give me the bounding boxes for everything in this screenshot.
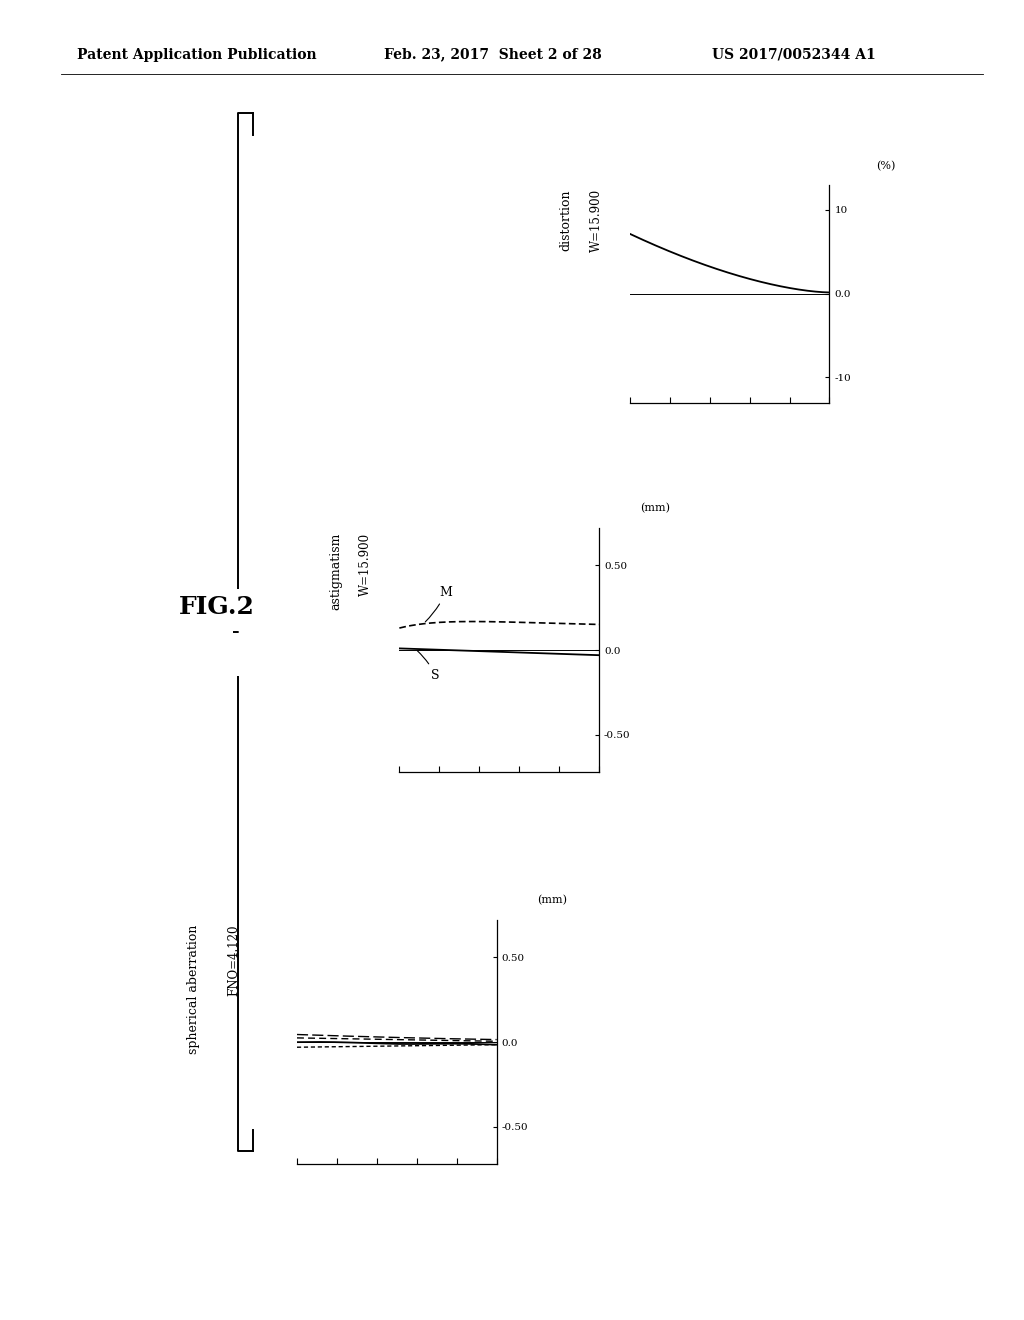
Text: M: M [425, 586, 453, 622]
Text: Patent Application Publication: Patent Application Publication [77, 48, 316, 62]
Text: (mm): (mm) [538, 895, 567, 906]
Text: spherical aberration: spherical aberration [187, 925, 200, 1055]
Text: US 2017/0052344 A1: US 2017/0052344 A1 [712, 48, 876, 62]
Text: (mm): (mm) [640, 503, 670, 513]
Text: FNO=4.120: FNO=4.120 [227, 925, 240, 997]
Text: W=15.900: W=15.900 [359, 533, 373, 597]
Text: FIG.2: FIG.2 [179, 595, 255, 619]
Text: W=15.900: W=15.900 [590, 189, 603, 252]
Text: Feb. 23, 2017  Sheet 2 of 28: Feb. 23, 2017 Sheet 2 of 28 [384, 48, 602, 62]
Text: distortion: distortion [560, 189, 572, 251]
Text: astigmatism: astigmatism [330, 533, 342, 610]
Text: (%): (%) [876, 161, 895, 172]
Text: S: S [418, 651, 440, 682]
